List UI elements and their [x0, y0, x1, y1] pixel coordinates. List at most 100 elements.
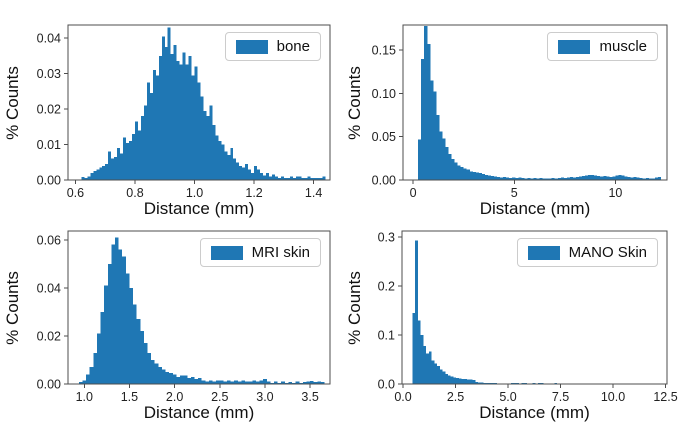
histogram-bar: [93, 171, 97, 180]
histogram-bar: [521, 382, 525, 384]
histogram-bar: [295, 176, 299, 180]
histogram-bar: [126, 142, 130, 180]
histogram-bar: [500, 177, 504, 180]
histogram-bar: [289, 176, 293, 180]
histogram-bar: [316, 177, 320, 180]
histogram-bar: [277, 382, 282, 384]
histogram-bar: [257, 169, 261, 180]
histogram-bar: [572, 177, 576, 180]
axes-spines: [401, 230, 668, 385]
histogram-bar: [125, 273, 130, 384]
histogram-bar: [506, 177, 510, 180]
histogram-bar: [284, 382, 289, 384]
legend-swatch: [558, 39, 591, 54]
histogram-bar: [183, 375, 188, 384]
x-axis-label: Distance (mm): [143, 403, 255, 422]
legend-swatch: [210, 245, 243, 260]
histogram-bar: [151, 359, 155, 384]
histogram-bar: [188, 55, 192, 180]
histogram-bar: [451, 159, 455, 180]
histogram-bar: [165, 371, 170, 384]
histogram-bar: [281, 381, 285, 384]
x-tick-label: 0.6: [67, 186, 84, 200]
histogram-bar: [212, 125, 216, 180]
histogram-bar: [286, 178, 290, 180]
histogram-bar: [118, 249, 123, 384]
histogram-bar: [412, 312, 416, 384]
histogram-bar: [292, 178, 296, 180]
histogram-bar: [426, 353, 429, 384]
histogram-bar: [484, 175, 488, 180]
histogram-bar: [481, 173, 485, 180]
x-axis-label: Distance (mm): [479, 199, 591, 218]
histogram-bar: [431, 360, 435, 384]
subplot-mri-skin: 1.0 1.5 2.0 2.5 3.0 3.5 0.00 0.02 0.04 0.06 % Cou…: [0, 223, 340, 446]
x-axis-label: Distance (mm): [479, 403, 590, 422]
histogram-bar: [123, 137, 127, 180]
histogram-bar: [227, 155, 231, 180]
legend-label: muscle: [599, 38, 647, 55]
histogram-bar: [206, 116, 210, 180]
histogram-bar: [176, 61, 180, 180]
histogram-bar: [636, 177, 640, 180]
x-tick-label: 1.4: [305, 186, 322, 200]
histogram-bar: [140, 331, 144, 384]
y-axis-label: % Counts: [345, 270, 364, 345]
histogram-bar: [597, 176, 601, 180]
histogram-bar: [230, 381, 235, 384]
histogram-bar: [518, 177, 522, 180]
histogram-bar: [651, 178, 655, 180]
histogram-bar: [136, 319, 141, 384]
histogram-bar: [208, 380, 213, 384]
histogram-bar: [313, 178, 317, 180]
histogram-bar: [301, 178, 305, 180]
histogram-bar: [233, 158, 237, 180]
x-tick-label: 0.8: [126, 186, 143, 200]
histogram-bar: [137, 130, 141, 180]
histogram-bar: [173, 45, 177, 180]
histogram-bar: [266, 381, 271, 384]
histogram-bar: [117, 148, 121, 180]
histogram-bar: [236, 162, 240, 180]
histogram-bar: [618, 175, 622, 180]
histogram-bar: [421, 58, 425, 180]
histogram-bar: [132, 133, 135, 180]
histogram-bar: [304, 178, 308, 180]
histogram-bar: [320, 382, 325, 384]
histogram-bar: [102, 165, 106, 180]
histogram-bar: [458, 378, 462, 384]
histogram-bar: [494, 176, 498, 180]
histogram-bar: [436, 115, 440, 180]
histogram-bar: [464, 379, 468, 384]
histogram-bar: [545, 178, 549, 180]
histogram-bar: [551, 177, 555, 180]
x-tick-label: 5.0: [499, 390, 516, 404]
histogram-bar: [241, 380, 246, 384]
y-tick-label: 0.01: [37, 138, 61, 152]
histogram-bar: [538, 382, 541, 384]
histogram-bar: [461, 379, 465, 384]
histogram-bar: [424, 25, 428, 180]
legend-bone: bone: [224, 32, 321, 61]
histogram-bar: [96, 169, 100, 180]
histogram-bar: [579, 176, 583, 180]
histogram-bar: [445, 147, 449, 180]
x-tick-label: 2.5: [211, 390, 228, 404]
histogram-bar: [185, 64, 189, 180]
histogram-bar: [648, 178, 652, 180]
histogram-bar: [627, 176, 631, 180]
histogram-bar: [143, 105, 147, 180]
histogram-bar: [427, 44, 431, 180]
muscle-histogram-canvas: 0 5 10 0.00 0.05 0.10 0.15: [372, 24, 668, 200]
y-tick-label: 0.03: [37, 67, 61, 81]
y-tick-label: 0.1: [378, 328, 395, 342]
histogram-bar: [227, 380, 231, 384]
histogram-bar: [221, 144, 225, 180]
histogram-bar: [469, 171, 473, 180]
y-tick-label: 0.02: [37, 103, 61, 117]
legend-mri-skin: MRI skin: [199, 238, 321, 267]
histogram-bar: [536, 178, 540, 180]
histogram-bar: [203, 110, 207, 180]
histogram-bar: [114, 156, 118, 180]
histogram-bar: [129, 287, 134, 384]
